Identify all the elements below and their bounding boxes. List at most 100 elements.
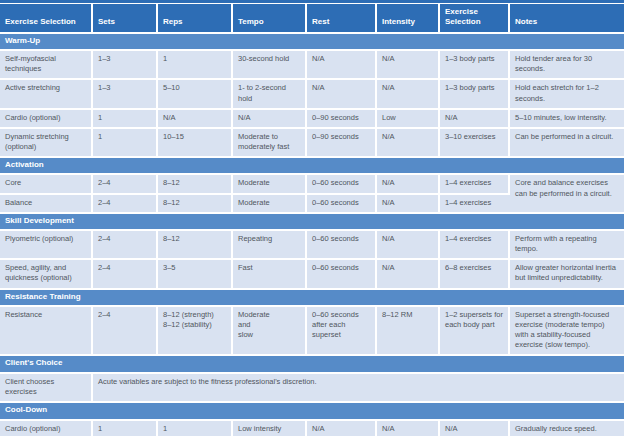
cell: N/A	[377, 231, 440, 260]
cell: N/A	[377, 51, 440, 80]
cell: 5–10	[158, 80, 233, 109]
section-title: Warm-Up	[0, 34, 624, 51]
cell: 8–12	[158, 175, 233, 194]
column-header: Exercise Selection	[0, 4, 93, 34]
cell: 8–12 RM	[377, 307, 440, 357]
cell: 1	[158, 51, 233, 80]
cell: 2–4	[93, 175, 158, 194]
header-row: Exercise SelectionSetsRepsTempoRestInten…	[0, 4, 624, 34]
column-header: Exercise Selection	[440, 4, 510, 34]
table-row: Core2–48–12Moderate0–60 secondsN/A1–4 ex…	[0, 175, 624, 194]
table-row: Active stretching1–35–101- to 2-second h…	[0, 80, 624, 109]
column-header: Reps	[158, 4, 233, 34]
cell: 0–90 seconds	[307, 129, 377, 158]
cell: Moderate	[233, 195, 307, 214]
cell: 2–4	[93, 307, 158, 357]
cell: 8–12	[158, 195, 233, 214]
column-header: Intensity	[377, 4, 440, 34]
cell: 0–60 seconds	[307, 195, 377, 214]
cell: 0–60 seconds	[307, 260, 377, 289]
table-row: Resistance2–48–12 (strength) 8–12 (stabi…	[0, 307, 624, 357]
cell: 0–60 seconds after each superset	[307, 307, 377, 357]
cell: 3–5	[158, 260, 233, 289]
cell: Hold each stretch for 1–2 seconds.	[510, 80, 624, 109]
cell: 30-second hold	[233, 51, 307, 80]
cell: 1–3	[93, 51, 158, 80]
cell: 6–8 exercises	[440, 260, 510, 289]
column-header: Tempo	[233, 4, 307, 34]
cell: Gradually reduce speed.	[510, 421, 624, 436]
cell: N/A	[158, 110, 233, 129]
cell: Resistance	[0, 307, 93, 357]
cell: Allow greater horizontal inertia but lim…	[510, 260, 624, 289]
cell: N/A	[377, 195, 440, 214]
cell: 1	[93, 421, 158, 436]
table-row: Speed, agility, and quickness (optional)…	[0, 260, 624, 289]
cell: N/A	[440, 110, 510, 129]
cell: Client chooses exercises	[0, 374, 93, 403]
table-header: Exercise SelectionSetsRepsTempoRestInten…	[0, 4, 624, 34]
cell: Acute variables are subject to the fitne…	[93, 374, 624, 403]
cell: Speed, agility, and quickness (optional)	[0, 260, 93, 289]
column-header: Notes	[510, 4, 624, 34]
cell: N/A	[377, 80, 440, 109]
cell: Moderate	[233, 175, 307, 194]
section-header-row: Resistance Training	[0, 290, 624, 307]
table-body: Warm-UpSelf-myofascial techniques1–3130-…	[0, 34, 624, 436]
cell: N/A	[440, 421, 510, 436]
cell: 2–4	[93, 260, 158, 289]
cell: 1–4 exercises	[440, 231, 510, 260]
cell: N/A	[307, 421, 377, 436]
cell: N/A	[307, 80, 377, 109]
cell: Low intensity	[233, 421, 307, 436]
cell: Perform with a repeating tempo.	[510, 231, 624, 260]
cell: 10–15	[158, 129, 233, 158]
cell: Fast	[233, 260, 307, 289]
section-header-row: Skill Development	[0, 214, 624, 231]
cell: Hold tender area for 30 seconds.	[510, 51, 624, 80]
section-header-row: Cool-Down	[0, 403, 624, 420]
cell: 8–12 (strength) 8–12 (stability)	[158, 307, 233, 357]
cell: Superset a strength-focused exercise (mo…	[510, 307, 624, 357]
cell: Moderate to moderately fast	[233, 129, 307, 158]
table-row: Client chooses exercisesAcute variables …	[0, 374, 624, 403]
cell: Cardio (optional)	[0, 421, 93, 436]
cell: Can be performed in a circuit.	[510, 129, 624, 158]
cell: N/A	[377, 421, 440, 436]
section-title: Resistance Training	[0, 290, 624, 307]
cell: 1- to 2-second hold	[233, 80, 307, 109]
cell: Low	[377, 110, 440, 129]
column-header: Rest	[307, 4, 377, 34]
table-top-strip	[0, 0, 624, 3]
cell: Core	[0, 175, 93, 194]
cell: 1	[158, 421, 233, 436]
cell: N/A	[377, 260, 440, 289]
table-row: Self-myofascial techniques1–3130-second …	[0, 51, 624, 80]
table-row: Cardio (optional)11Low intensityN/AN/AN/…	[0, 421, 624, 436]
section-title: Activation	[0, 158, 624, 175]
section-header-row: Client's Choice	[0, 356, 624, 373]
table-row: Plyometric (optional)2–48–12Repeating0–6…	[0, 231, 624, 260]
table-row: Dynamic stretching (optional)110–15Moder…	[0, 129, 624, 158]
training-program-table: Exercise SelectionSetsRepsTempoRestInten…	[0, 4, 624, 436]
cell: Self-myofascial techniques	[0, 51, 93, 80]
cell: N/A	[377, 129, 440, 158]
cell: 1	[93, 110, 158, 129]
cell: 1–4 exercises	[440, 195, 510, 214]
cell: 1–4 exercises	[440, 175, 510, 194]
table-row: Cardio (optional)1N/AN/A0–90 secondsLowN…	[0, 110, 624, 129]
section-header-row: Warm-Up	[0, 34, 624, 51]
cell: Plyometric (optional)	[0, 231, 93, 260]
cell: Cardio (optional)	[0, 110, 93, 129]
cell: 0–90 seconds	[307, 110, 377, 129]
section-title: Skill Development	[0, 214, 624, 231]
column-header: Sets	[93, 4, 158, 34]
cell: 2–4	[93, 231, 158, 260]
cell: 1	[93, 129, 158, 158]
cell: N/A	[233, 110, 307, 129]
cell: 8–12	[158, 231, 233, 260]
cell: 5–10 minutes, low intensity.	[510, 110, 624, 129]
cell: Moderate and slow	[233, 307, 307, 357]
cell: 1–2 supersets for each body part	[440, 307, 510, 357]
cell: Balance	[0, 195, 93, 214]
